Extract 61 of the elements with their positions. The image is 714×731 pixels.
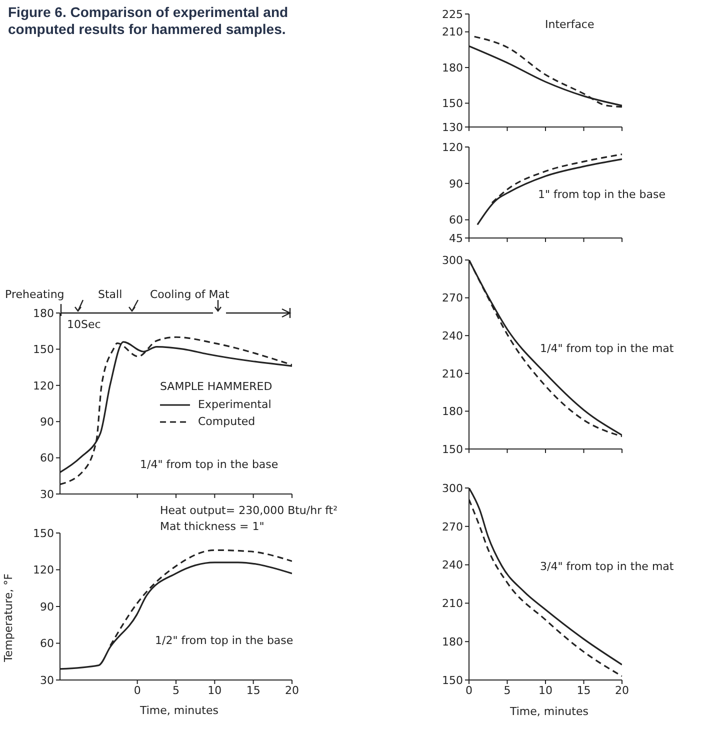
y-tick-label: 150 [442, 442, 463, 456]
x-tick-label: 0 [466, 684, 472, 697]
y-tick-label: 240 [442, 330, 463, 343]
y-tick-label: 150 [33, 343, 54, 356]
y-tick-label: 270 [442, 520, 463, 534]
y-tick-label: 150 [33, 526, 54, 540]
y-tick-label: 45 [449, 232, 463, 245]
x-tick-label: 15 [246, 684, 260, 697]
x-tick-label: 5 [172, 684, 180, 697]
legend-label: Computed [198, 415, 256, 428]
y-tick-label: 30 [40, 488, 54, 501]
legend-label: Experimental [198, 398, 272, 411]
y-tick-label: 225 [442, 8, 463, 21]
y-tick-label: 240 [442, 558, 463, 572]
annotation: 1" from top in the base [538, 188, 666, 201]
y-tick-label: 30 [40, 674, 54, 687]
y-tick-label: 90 [449, 177, 463, 190]
y-axis-title: Temperature, °F [2, 574, 15, 662]
y-tick-label: 180 [442, 636, 463, 649]
y-tick-label: 60 [40, 452, 54, 465]
annotation: Interface [545, 18, 594, 31]
x-tick-label: 10 [208, 684, 222, 697]
text: Preheating [5, 288, 64, 301]
y-tick-label: 120 [33, 564, 54, 577]
y-tick-label: 270 [442, 292, 463, 305]
annotation: 1/2" from top in the base [155, 634, 294, 647]
x-tick-label: 15 [576, 684, 591, 697]
y-tick-label: 180 [33, 306, 54, 320]
x-tick-label: 20 [615, 684, 629, 697]
y-tick-label: 210 [442, 597, 463, 610]
y-tick-label: 120 [33, 379, 54, 392]
legend-title: SAMPLE HAMMERED [160, 380, 272, 393]
y-tick-label: 150 [442, 97, 463, 110]
x-axis-title: Time, minutes [140, 704, 218, 717]
chart-title: Figure 6. Comparison of experimental and computed results for hammered samples. [8, 4, 290, 38]
y-tick-label: 120 [442, 140, 463, 154]
y-tick-label: 90 [40, 416, 54, 429]
x-tick-label: 0 [134, 684, 141, 697]
x-tick-label: 5 [504, 684, 511, 697]
y-tick-label: 210 [442, 26, 463, 39]
y-tick-label: 130 [442, 120, 463, 134]
x-axis-title: Time, minutes [510, 705, 588, 718]
text: Heat output= 230,000 Btu/hr ft² [160, 504, 338, 517]
text: Stall [98, 288, 122, 301]
y-tick-label: 180 [442, 61, 463, 74]
x-tick-label: 10 [538, 684, 552, 697]
y-tick-label: 180 [442, 405, 463, 418]
annotation: 3/4" from top in the mat [540, 560, 674, 573]
annotation: 1/4" from top in the mat [540, 342, 674, 355]
x-tick-label: 20 [285, 684, 299, 697]
annotation: 1/4" from top in the base [140, 458, 278, 471]
y-tick-label: 150 [442, 674, 463, 687]
y-tick-label: 60 [40, 637, 54, 650]
y-tick-label: 300 [442, 482, 463, 495]
y-tick-label: 210 [442, 367, 463, 380]
annotation: 10Sec [67, 318, 101, 331]
text: Cooling of Mat [150, 288, 230, 301]
y-tick-label: 90 [40, 600, 54, 614]
annotation: Mat thickness = 1" [160, 520, 264, 533]
y-tick-label: 60 [449, 214, 463, 227]
y-tick-label: 300 [442, 254, 463, 267]
